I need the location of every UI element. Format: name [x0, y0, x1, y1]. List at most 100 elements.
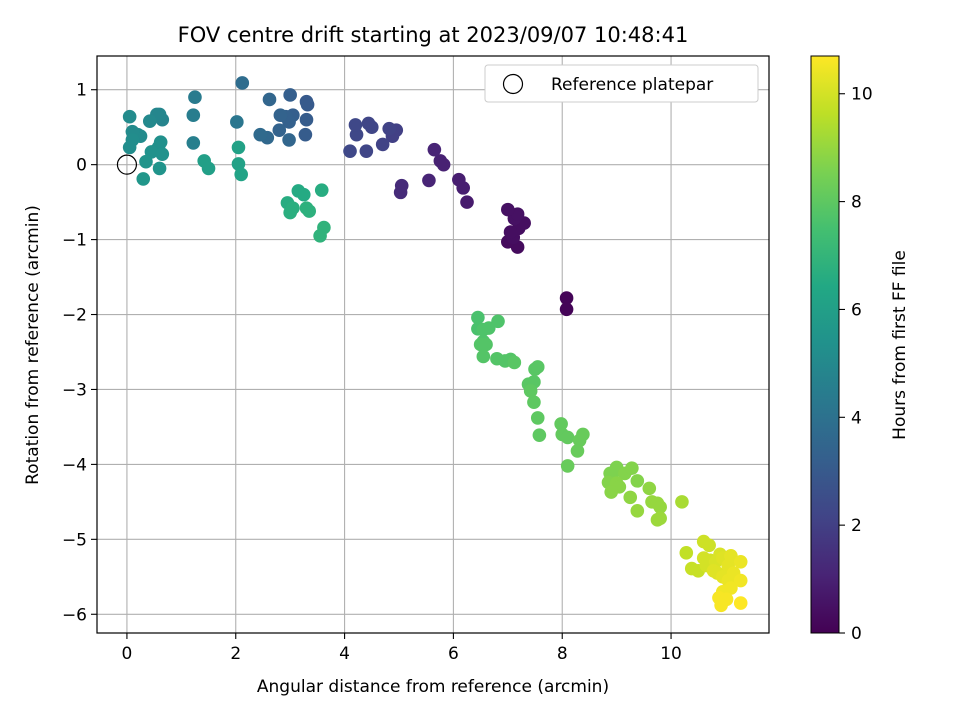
data-point: [122, 109, 137, 124]
data-point: [630, 504, 645, 518]
data-point: [298, 127, 313, 142]
data-point: [262, 92, 277, 107]
data-point: [530, 360, 545, 374]
data-point: [452, 172, 466, 187]
x-tick-label: 10: [660, 644, 682, 664]
colorbar-tick-label: 0: [851, 624, 862, 644]
data-point: [714, 598, 728, 613]
data-point: [302, 204, 317, 218]
data-point: [272, 123, 287, 137]
data-point: [604, 485, 619, 499]
data-point: [230, 115, 244, 129]
data-point: [299, 112, 314, 127]
x-tick-label: 6: [448, 644, 459, 664]
data-point: [559, 291, 574, 305]
data-point: [359, 144, 374, 158]
colorbar-ticks: 0 2 4 6 8 10: [839, 85, 873, 644]
data-point: [530, 411, 545, 425]
data-point: [122, 140, 137, 155]
data-points: [116, 76, 748, 613]
colorbar-tick-label: 8: [851, 193, 862, 213]
legend-reference-marker: [502, 73, 524, 95]
chart-title: FOV centre drift starting at 2023/09/07 …: [178, 23, 689, 47]
data-point: [155, 147, 170, 161]
data-point: [476, 349, 491, 364]
grid-lines: [97, 56, 769, 633]
data-point: [314, 183, 329, 197]
data-point: [201, 161, 216, 176]
y-tick-label: 0: [76, 156, 87, 176]
data-point: [702, 538, 716, 553]
data-point: [576, 427, 590, 442]
data-point: [503, 225, 518, 239]
data-point: [733, 596, 748, 610]
data-point: [427, 142, 442, 157]
x-axis-ticks: 0 2 4 6 8 10: [122, 633, 682, 664]
data-point: [650, 513, 665, 527]
data-point: [188, 90, 202, 105]
data-point: [625, 461, 639, 475]
data-point: [623, 490, 638, 505]
data-point: [554, 417, 568, 431]
legend-entry-reference: Reference platepar: [551, 75, 713, 95]
colorbar: 0 2 4 6 8 10 Hours from first FF file: [810, 55, 910, 644]
data-point: [507, 355, 522, 370]
data-point: [679, 546, 694, 560]
reference-platepar-marker: [116, 154, 138, 175]
data-point: [343, 144, 357, 158]
y-tick-label: −4: [62, 455, 87, 475]
data-point: [139, 154, 153, 169]
data-point: [422, 173, 436, 188]
y-tick-label: −2: [62, 306, 87, 326]
data-point: [361, 116, 376, 131]
data-point: [653, 500, 667, 514]
data-point: [382, 121, 396, 136]
data-point: [299, 94, 314, 109]
data-point: [733, 555, 748, 569]
data-point: [282, 133, 296, 147]
x-tick-label: 8: [557, 644, 568, 664]
y-tick-label: −1: [62, 231, 87, 251]
data-point: [460, 195, 474, 209]
data-point: [273, 108, 288, 122]
legend: Reference platepar: [484, 64, 759, 103]
data-point: [630, 474, 645, 488]
data-point: [313, 229, 327, 243]
data-point: [471, 310, 485, 325]
data-point: [283, 88, 297, 102]
data-point: [235, 76, 250, 90]
data-point: [724, 549, 738, 563]
y-tick-label: −3: [62, 380, 87, 400]
data-point: [433, 154, 448, 168]
data-point: [142, 114, 157, 128]
colorbar-tick-label: 6: [851, 300, 862, 320]
x-tick-label: 4: [339, 644, 350, 664]
colorbar-tick-label: 2: [851, 516, 862, 536]
data-point: [296, 187, 311, 202]
y-tick-label: −6: [62, 605, 87, 625]
colorbar-label: Hours from first FF file: [890, 250, 910, 440]
data-point: [491, 314, 505, 329]
y-tick-label: −5: [62, 530, 87, 550]
x-axis-label: Angular distance from reference (arcmin): [257, 677, 609, 697]
y-axis-label: Rotation from reference (arcmin): [23, 205, 43, 485]
data-point: [532, 428, 547, 442]
data-point: [234, 167, 248, 182]
y-tick-label: 1: [76, 81, 87, 101]
data-point: [152, 161, 167, 176]
x-tick-label: 2: [230, 644, 241, 664]
data-point: [186, 136, 201, 150]
data-point: [570, 444, 585, 458]
colorbar-tick-label: 4: [851, 408, 862, 428]
colorbar-gradient: [810, 55, 840, 634]
data-point: [231, 140, 246, 155]
data-point: [394, 178, 409, 193]
data-point: [231, 157, 246, 171]
plot-frame: [96, 55, 770, 634]
legend-box: [484, 64, 759, 103]
data-point: [186, 108, 201, 122]
data-point: [560, 459, 575, 473]
data-point: [559, 302, 574, 317]
data-point: [501, 202, 515, 217]
